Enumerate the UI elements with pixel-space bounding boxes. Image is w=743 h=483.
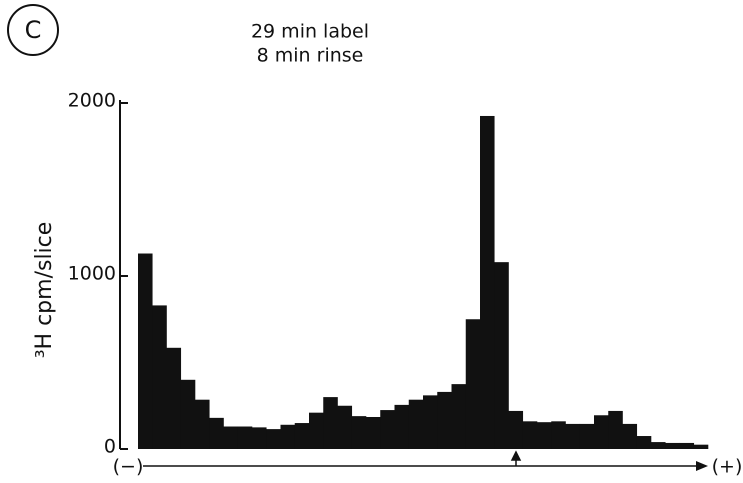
bar	[337, 405, 353, 449]
x-end-label: (−)	[113, 456, 144, 478]
arrow-head	[696, 461, 708, 471]
bar	[651, 442, 666, 449]
bar	[451, 384, 467, 449]
bar	[394, 404, 410, 449]
x-end-label: (+)	[712, 456, 743, 478]
y-axis-label: ³H cpm/slice	[32, 222, 57, 359]
bar	[465, 319, 481, 449]
panel-label: C	[25, 16, 42, 44]
bar	[551, 421, 566, 449]
bar	[237, 426, 253, 449]
bar	[209, 417, 224, 449]
bar	[423, 395, 438, 449]
bar	[508, 410, 524, 449]
bar	[252, 427, 267, 449]
bar	[437, 391, 452, 449]
bar	[579, 423, 595, 449]
bar	[309, 412, 324, 449]
bar	[693, 444, 709, 449]
bar	[294, 423, 310, 449]
bar	[594, 415, 609, 449]
bar	[323, 397, 338, 449]
bar	[380, 410, 395, 449]
bar	[180, 379, 196, 449]
y-tick-label: 2000	[68, 90, 116, 112]
bar	[280, 424, 296, 449]
bar	[537, 422, 552, 449]
y-tick-label: 0	[104, 436, 116, 458]
bar	[480, 115, 495, 449]
bar	[565, 423, 581, 449]
y-tick-label: 1000	[68, 263, 116, 285]
bar	[622, 423, 638, 449]
bar	[665, 442, 680, 449]
bar	[408, 399, 424, 449]
bar	[152, 305, 167, 449]
bar	[522, 421, 538, 449]
bar	[494, 262, 509, 449]
bar	[223, 426, 239, 449]
bar	[166, 347, 182, 449]
annotation: 8 min rinse	[257, 45, 364, 67]
bar	[636, 436, 652, 449]
bar	[138, 253, 153, 449]
bar	[366, 416, 381, 449]
bar	[195, 399, 210, 449]
bar	[679, 442, 695, 449]
panel-circle	[7, 4, 59, 56]
annotation: 29 min label	[251, 21, 369, 43]
bar	[608, 410, 623, 449]
bar	[351, 416, 367, 449]
bar	[266, 429, 281, 449]
marker-arrow	[510, 450, 522, 466]
